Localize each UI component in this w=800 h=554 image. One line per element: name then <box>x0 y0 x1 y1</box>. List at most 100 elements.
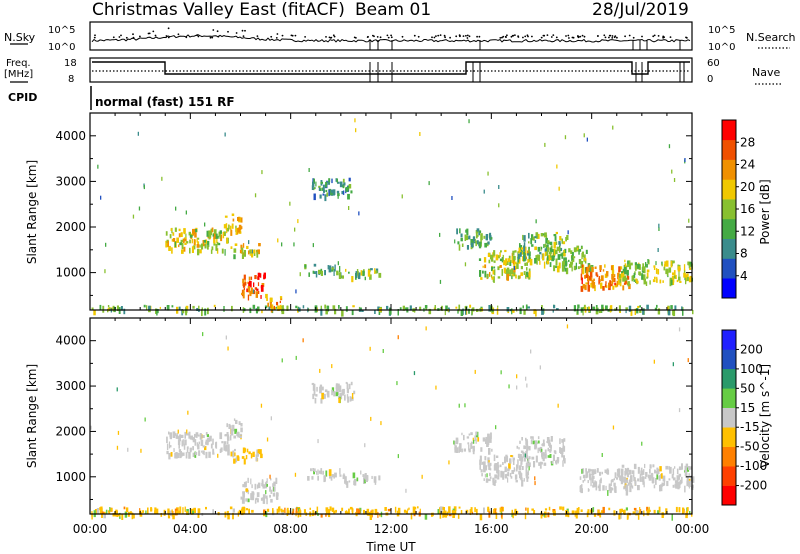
echo-region <box>311 381 356 404</box>
power-colorbar-label: Power [dB] <box>758 179 772 244</box>
nsearch-label: N.Search <box>746 31 796 44</box>
colorbar-swatch <box>722 330 736 350</box>
colorbar-tick-label: -15 <box>740 420 760 434</box>
echo-region <box>224 418 243 441</box>
beam-label: Beam 01 <box>355 0 431 20</box>
freq-line <box>92 61 690 75</box>
echo-region <box>241 272 268 301</box>
colorbar-swatch <box>722 218 736 239</box>
echo-region <box>166 431 230 460</box>
power-frame <box>89 112 693 311</box>
colorbar-tick-label: 12 <box>740 224 755 238</box>
cpid-label: CPID <box>8 91 37 104</box>
nsky-panel <box>89 21 693 51</box>
power-ylabel: Slant Range [km] <box>25 160 39 264</box>
colorbar-swatch <box>722 485 736 506</box>
colorbar-tick-label: 16 <box>740 202 755 216</box>
nsky-label: N.Sky <box>4 31 36 44</box>
colorbar-tick-label: -200 <box>740 479 767 493</box>
power-colorbar: 4 8 12 16 20 24 28 <box>721 119 755 299</box>
y-tick-label: 3000 <box>55 379 86 393</box>
colorbar-swatch <box>722 466 736 486</box>
colorbar-swatch <box>722 199 736 220</box>
echo-region <box>454 431 493 455</box>
x-axis-label: Time UT <box>365 540 416 554</box>
echo-region <box>342 472 381 488</box>
x-tick-label: 04:00 <box>173 522 208 536</box>
colorbar-tick-label: -100 <box>740 459 767 473</box>
colorbar-swatch <box>722 446 736 467</box>
echo-region <box>230 243 261 260</box>
colorbar-tick-label: 200 <box>740 342 763 356</box>
colorbar-frame <box>721 329 737 506</box>
y-tick-label: 2000 <box>55 424 86 438</box>
colorbar-swatch <box>722 388 736 408</box>
echo-region <box>454 228 493 251</box>
colorbar-tick-label: 4 <box>740 269 748 283</box>
echo-region <box>517 231 569 266</box>
colorbar-swatch <box>722 139 736 160</box>
nsky-tick-bottom: 10^0 <box>48 42 75 53</box>
x-axis: 00:00 04:00 08:00 12:00 16:00 20:00 00:00 <box>73 522 710 536</box>
echo-region <box>223 213 243 236</box>
colorbar-swatch <box>722 258 736 279</box>
nave-label: Nave <box>752 66 780 79</box>
y-tick-label: 4000 <box>55 129 86 143</box>
velocity-frame <box>89 317 693 515</box>
y-tick-label: 3000 <box>55 174 86 188</box>
echo-region <box>341 268 382 283</box>
colorbar-swatch <box>722 238 736 259</box>
echo-region <box>266 296 283 313</box>
echo-region <box>230 447 263 465</box>
colorbar-tick-label: 15 <box>740 401 755 415</box>
date-label: 28/Jul/2019 <box>592 0 689 20</box>
station-title: Christmas Valley East (fitACF) <box>92 0 345 20</box>
x-tick-label: 08:00 <box>273 522 308 536</box>
echo-region <box>542 245 594 275</box>
echo-region <box>579 467 632 496</box>
colorbar-swatch <box>722 120 736 141</box>
velocity-colorbar-label: Velocity [m s^-1] <box>758 364 772 468</box>
echo-region <box>516 436 566 469</box>
velocity-panel: 1000 2000 3000 4000 <box>55 318 695 521</box>
colorbar-tick-label: 28 <box>740 135 755 149</box>
scatter-noise <box>97 118 690 294</box>
echo-region <box>311 177 353 202</box>
velocity-colorbar: -200 -100 -50 -15 15 50 100 200 <box>721 329 767 506</box>
freq-label-line1: Freq. <box>6 58 31 69</box>
freq-tick-bottom: 8 <box>68 74 74 85</box>
echo-region <box>304 263 342 279</box>
echo-region <box>478 249 531 283</box>
freq-tick-top: 18 <box>64 58 77 69</box>
colorbar-swatch <box>722 368 736 389</box>
scatter-noise <box>90 324 689 495</box>
freq-label-line2: [MHz] <box>4 69 33 80</box>
nsearch-tick-bottom: 10^0 <box>708 42 735 53</box>
colorbar-swatch <box>722 407 736 428</box>
nsearch-tick-top: 10^5 <box>708 25 735 36</box>
colorbar-swatch <box>722 278 736 299</box>
y-tick-label: 1000 <box>55 470 86 484</box>
freq-panel <box>89 57 693 83</box>
echo-region <box>240 477 279 505</box>
y-tick-label: 2000 <box>55 220 86 234</box>
colorbar-swatch <box>722 159 736 180</box>
x-tick-label: 20:00 <box>574 522 609 536</box>
nsearch-dots <box>93 27 688 50</box>
y-tick-label: 1000 <box>55 266 86 280</box>
colorbar-tick-label: 24 <box>740 158 755 172</box>
velocity-ylabel: Slant Range [km] <box>25 364 39 468</box>
colorbar-tick-label: 20 <box>740 180 755 194</box>
nsky-line <box>91 34 691 43</box>
colorbar-swatch <box>722 349 736 370</box>
echo-region <box>616 463 695 493</box>
colorbar-tick-label: 100 <box>740 362 763 376</box>
x-tick-label: 00:00 <box>73 522 108 536</box>
cpid-value: normal (fast) 151 RF <box>95 95 235 109</box>
power-panel: 1000 2000 3000 4000 <box>55 113 694 317</box>
nave-tick-top: 60 <box>707 58 720 69</box>
nave-tick-bottom: 0 <box>707 74 713 85</box>
colorbar-swatch <box>722 427 736 447</box>
echo-region <box>307 468 342 483</box>
